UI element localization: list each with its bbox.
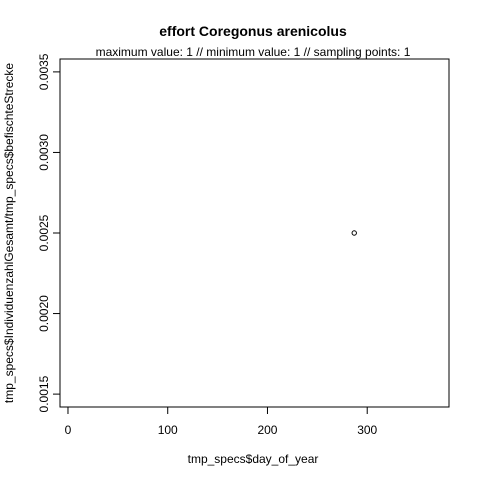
y-tick-label: 0.0025	[37, 214, 51, 251]
data-points	[351, 230, 357, 236]
x-axis: 0 100 200 300	[65, 406, 378, 437]
chart-title: effort Coregonus arenicolus	[159, 23, 347, 39]
x-axis-label: tmp_specs$day_of_year	[188, 452, 319, 466]
x-tick-label: 200	[257, 423, 277, 437]
x-tick-label: 300	[357, 423, 377, 437]
x-tick-label: 0	[65, 423, 72, 437]
y-axis: 0.0015 0.0020 0.0025 0.0030 0.0035	[37, 53, 61, 412]
plot-frame	[59, 58, 450, 408]
y-tick-label: 0.0030	[37, 134, 51, 171]
y-tick-label: 0.0020	[37, 295, 51, 332]
y-tick-label: 0.0015	[37, 375, 51, 412]
y-axis-label: tmp_specs$IndividuenzahlGesamt/tmp_specs…	[2, 63, 16, 404]
y-tick-label: 0.0035	[37, 53, 51, 90]
chart-subtitle: maximum value: 1 // minimum value: 1 // …	[96, 45, 411, 59]
data-point	[351, 230, 357, 236]
x-tick-label: 100	[158, 423, 178, 437]
